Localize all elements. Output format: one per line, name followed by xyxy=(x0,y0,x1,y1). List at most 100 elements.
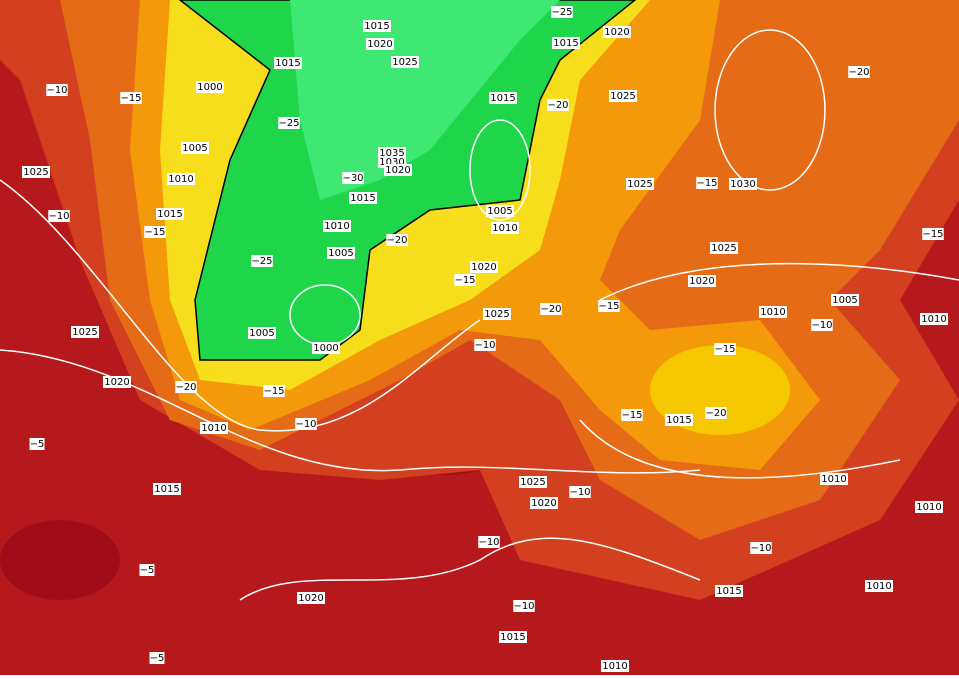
isobar-label: 1025 xyxy=(710,242,738,254)
label-box xyxy=(621,409,643,421)
label-text: 1025 xyxy=(610,91,635,102)
label-text: 1015 xyxy=(666,415,691,426)
label-text: 1025 xyxy=(627,179,652,190)
label-box xyxy=(626,178,654,190)
label-box xyxy=(181,142,209,154)
isobar xyxy=(239,537,701,601)
label-box xyxy=(139,564,155,576)
label-box xyxy=(601,660,629,672)
isobar-label: 1015 xyxy=(156,208,184,220)
label-text: 1010 xyxy=(916,502,941,513)
isobar-label: 1015 xyxy=(349,192,377,204)
label-box xyxy=(363,20,391,32)
label-box xyxy=(513,600,535,612)
label-text: −30 xyxy=(342,173,363,184)
label-text: −10 xyxy=(569,487,590,498)
label-text: 1025 xyxy=(484,309,509,320)
label-box xyxy=(274,57,302,69)
label-box xyxy=(598,300,620,312)
label-text: 1005 xyxy=(249,328,274,339)
isobar-label: 1025 xyxy=(609,90,637,102)
label-text: −10 xyxy=(48,211,69,222)
label-text: 1020 xyxy=(689,276,714,287)
label-box xyxy=(46,84,68,96)
label-box xyxy=(144,226,166,238)
label-box xyxy=(248,327,276,339)
temperature-label: −15 xyxy=(696,177,718,189)
label-text: 1015 xyxy=(157,209,182,220)
label-box xyxy=(297,592,325,604)
label-box xyxy=(665,414,693,426)
label-box xyxy=(820,473,848,485)
label-box xyxy=(540,303,562,315)
temperature-label: −10 xyxy=(569,486,591,498)
isobar-label: 1015 xyxy=(552,37,580,49)
label-box xyxy=(915,501,943,513)
label-text: −15 xyxy=(598,301,619,312)
label-text: −10 xyxy=(811,320,832,331)
label-box xyxy=(688,275,716,287)
isobar-label: 1015 xyxy=(499,631,527,643)
cold-region xyxy=(178,0,637,361)
isobar-label: 1020 xyxy=(103,376,131,388)
temperature-label: −10 xyxy=(295,418,317,430)
temperature-label: −20 xyxy=(547,99,569,111)
temperature-label: −25 xyxy=(278,117,300,129)
label-text: 1010 xyxy=(201,423,226,434)
isobar-label: 1020 xyxy=(530,497,558,509)
temperature-label: −15 xyxy=(598,300,620,312)
label-text: 1015 xyxy=(490,93,515,104)
temperature-label: −10 xyxy=(474,339,496,351)
isobar-label: 1020 xyxy=(603,26,631,38)
temperature-label: −5 xyxy=(29,438,45,450)
label-box xyxy=(386,234,408,246)
isobar-label: 1010 xyxy=(167,173,195,185)
isobar-label: 1010 xyxy=(601,660,629,672)
labels: 1015 1020 1015 1020 1015 1025 1000 1015 1025 1005… xyxy=(22,6,948,672)
label-text: 1000 xyxy=(197,82,222,93)
label-text: 1005 xyxy=(182,143,207,154)
warm-core xyxy=(0,520,120,600)
isobar-label: 1005 xyxy=(181,142,209,154)
label-text: −20 xyxy=(386,235,407,246)
isobar-label: 1015 xyxy=(363,20,391,32)
isobar-label: 1025 xyxy=(483,308,511,320)
label-box xyxy=(349,192,377,204)
label-box xyxy=(489,92,517,104)
temperature-label: −20 xyxy=(705,407,727,419)
label-text: 1025 xyxy=(711,243,736,254)
isobar-label: 1015 xyxy=(274,57,302,69)
label-text: 1020 xyxy=(104,377,129,388)
label-text: −25 xyxy=(551,7,572,18)
label-box xyxy=(474,339,496,351)
label-box xyxy=(603,26,631,38)
label-text: 1020 xyxy=(367,39,392,50)
label-box xyxy=(196,81,224,93)
label-box xyxy=(519,476,547,488)
label-text: −15 xyxy=(696,178,717,189)
temperature-label: −10 xyxy=(750,542,772,554)
label-text: 1015 xyxy=(154,484,179,495)
temperature-label: −20 xyxy=(175,381,197,393)
isobar xyxy=(0,179,481,432)
label-box xyxy=(865,580,893,592)
label-text: 1000 xyxy=(313,343,338,354)
isobar-label: 1020 xyxy=(366,38,394,50)
label-box xyxy=(48,210,70,222)
isobar-label: 1025 xyxy=(22,166,50,178)
label-text: 1005 xyxy=(832,295,857,306)
isobar-label: 1020 xyxy=(384,164,412,176)
label-text: 1015 xyxy=(500,632,525,643)
label-text: 1020 xyxy=(471,262,496,273)
isobar-label: 1025 xyxy=(519,476,547,488)
label-text: −15 xyxy=(263,386,284,397)
label-text: −20 xyxy=(540,304,561,315)
isobar-label: 1005 xyxy=(486,205,514,217)
label-box xyxy=(710,242,738,254)
label-text: 1005 xyxy=(487,206,512,217)
label-box xyxy=(366,38,394,50)
label-box xyxy=(922,228,944,240)
label-box xyxy=(153,483,181,495)
label-box xyxy=(848,66,870,78)
isobar-label: 1020 xyxy=(470,261,498,273)
